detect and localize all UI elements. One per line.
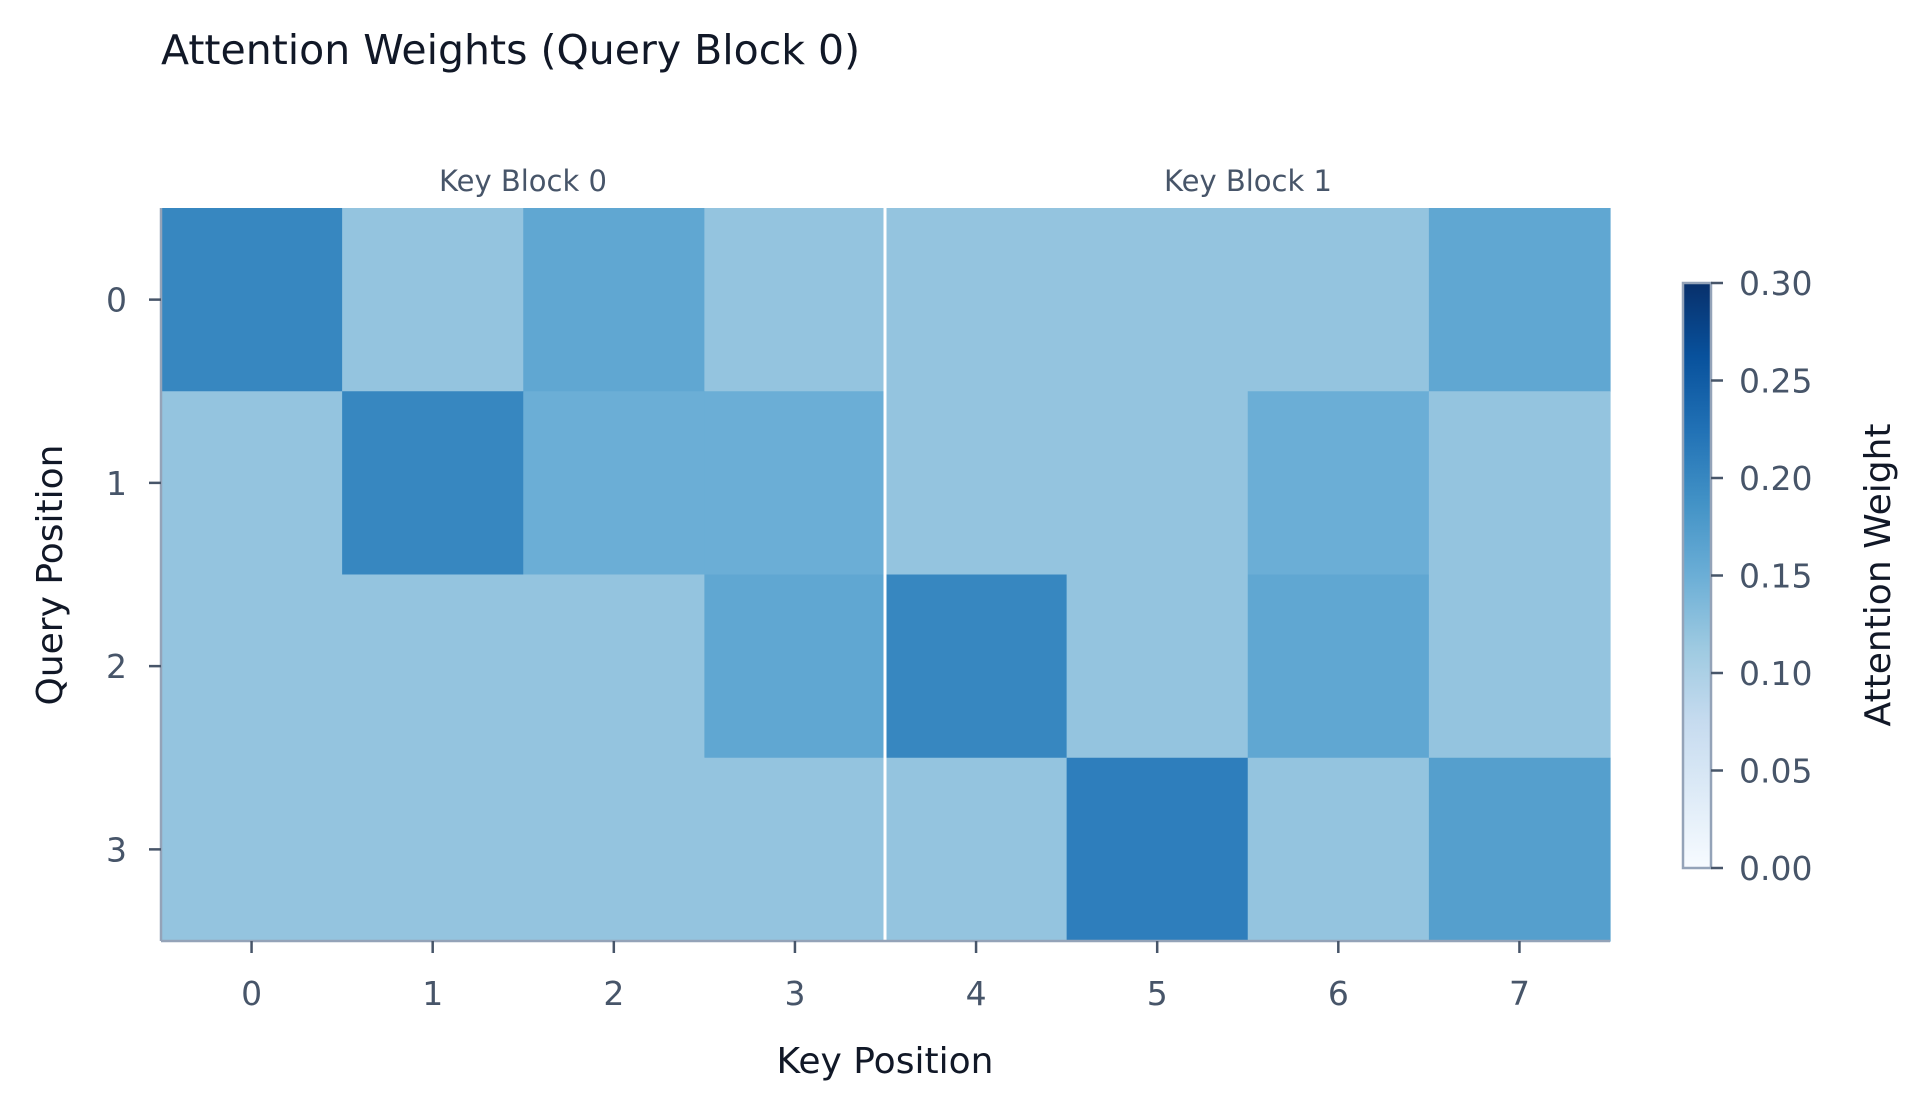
heatmap-cell-r3-c6 bbox=[1247, 757, 1430, 942]
key-block-label-0: Key Block 0 bbox=[439, 164, 607, 198]
x-tick-label-1: 1 bbox=[422, 974, 443, 1013]
x-tick-label-7: 7 bbox=[1509, 974, 1530, 1013]
heatmap-cell-r0-c7 bbox=[1428, 208, 1611, 392]
heatmap-cell-r1-c7 bbox=[1428, 391, 1611, 576]
heatmap-cell-r2-c6 bbox=[1247, 574, 1430, 759]
x-tick-label-4: 4 bbox=[966, 974, 987, 1013]
colorbar-tick-label-0: 0.00 bbox=[1739, 849, 1812, 888]
y-tick-label-1: 1 bbox=[106, 464, 127, 503]
heatmap-cell-r3-c1 bbox=[342, 757, 524, 942]
heatmap-cell-r3-c3 bbox=[704, 757, 887, 942]
heatmap-cell-r1-c4 bbox=[885, 391, 1068, 576]
y-tick-label-2: 2 bbox=[106, 647, 127, 686]
heatmap-cells bbox=[161, 208, 1611, 942]
heatmap-cell-r0-c1 bbox=[342, 208, 524, 392]
x-tick-label-6: 6 bbox=[1328, 974, 1349, 1013]
heatmap-cell-r1-c1 bbox=[342, 391, 524, 576]
heatmap-cell-r0-c2 bbox=[523, 208, 705, 392]
heatmap-cell-r1-c5 bbox=[1066, 391, 1249, 576]
colorbar-tick-label-2: 0.10 bbox=[1739, 654, 1812, 693]
heatmap-cell-r0-c4 bbox=[885, 208, 1068, 392]
heatmap-cell-r0-c3 bbox=[704, 208, 887, 392]
heatmap-cell-r0-c0 bbox=[161, 208, 343, 392]
heatmap-cell-r1-c0 bbox=[161, 391, 343, 576]
chart-title: Attention Weights (Query Block 0) bbox=[161, 26, 860, 74]
colorbar-label: Attention Weight bbox=[1858, 423, 1899, 726]
heatmap-cell-r1-c6 bbox=[1247, 391, 1430, 576]
colorbar-gradient bbox=[1681, 281, 1713, 870]
heatmap-cell-r2-c4 bbox=[885, 574, 1068, 759]
heatmap-cell-r3-c7 bbox=[1428, 757, 1611, 942]
heatmap-cell-r1-c3 bbox=[704, 391, 887, 576]
colorbar-tick-label-5: 0.25 bbox=[1739, 362, 1812, 401]
y-tick-label-0: 0 bbox=[106, 281, 127, 320]
heatmap-cell-r2-c2 bbox=[523, 574, 705, 759]
colorbar-ticks: 0.00 0.05 0.10 0.15 0.20 0.25 0.30 bbox=[1711, 264, 1812, 888]
x-axis-ticks: 0 1 2 3 4 5 6 7 bbox=[241, 941, 1530, 1013]
heatmap-cell-r2-c1 bbox=[342, 574, 524, 759]
x-axis-label: Key Position bbox=[777, 1041, 994, 1082]
heatmap-cell-r0-c6 bbox=[1247, 208, 1430, 392]
x-tick-label-3: 3 bbox=[784, 974, 805, 1013]
heatmap-cell-r3-c2 bbox=[523, 757, 705, 942]
heatmap-cell-r1-c2 bbox=[523, 391, 705, 576]
heatmap-cell-r3-c0 bbox=[161, 757, 343, 942]
y-axis-ticks: 0 1 2 3 bbox=[106, 281, 161, 869]
colorbar: 0.00 0.05 0.10 0.15 0.20 0.25 0.30 bbox=[1681, 264, 1812, 888]
colorbar-tick-label-3: 0.15 bbox=[1739, 557, 1812, 596]
x-tick-label-5: 5 bbox=[1147, 974, 1168, 1013]
y-axis-label: Query Position bbox=[30, 444, 71, 705]
heatmap-cell-r2-c7 bbox=[1428, 574, 1611, 759]
colorbar-tick-label-1: 0.05 bbox=[1739, 752, 1812, 791]
heatmap-cell-r0-c5 bbox=[1066, 208, 1249, 392]
heatmap-cell-r2-c0 bbox=[161, 574, 343, 759]
heatmap-cell-r2-c3 bbox=[704, 574, 887, 759]
key-block-label-1: Key Block 1 bbox=[1164, 164, 1332, 198]
x-tick-label-0: 0 bbox=[241, 974, 262, 1013]
heatmap-cell-r2-c5 bbox=[1066, 574, 1249, 759]
colorbar-tick-label-4: 0.20 bbox=[1739, 459, 1812, 498]
heatmap-cell-r3-c4 bbox=[885, 757, 1068, 942]
heatmap-axes bbox=[159, 208, 1610, 943]
y-tick-label-3: 3 bbox=[106, 830, 127, 869]
colorbar-tick-label-6: 0.30 bbox=[1739, 264, 1812, 303]
heatmap-cell-r3-c5 bbox=[1066, 757, 1249, 942]
x-tick-label-2: 2 bbox=[603, 974, 624, 1013]
